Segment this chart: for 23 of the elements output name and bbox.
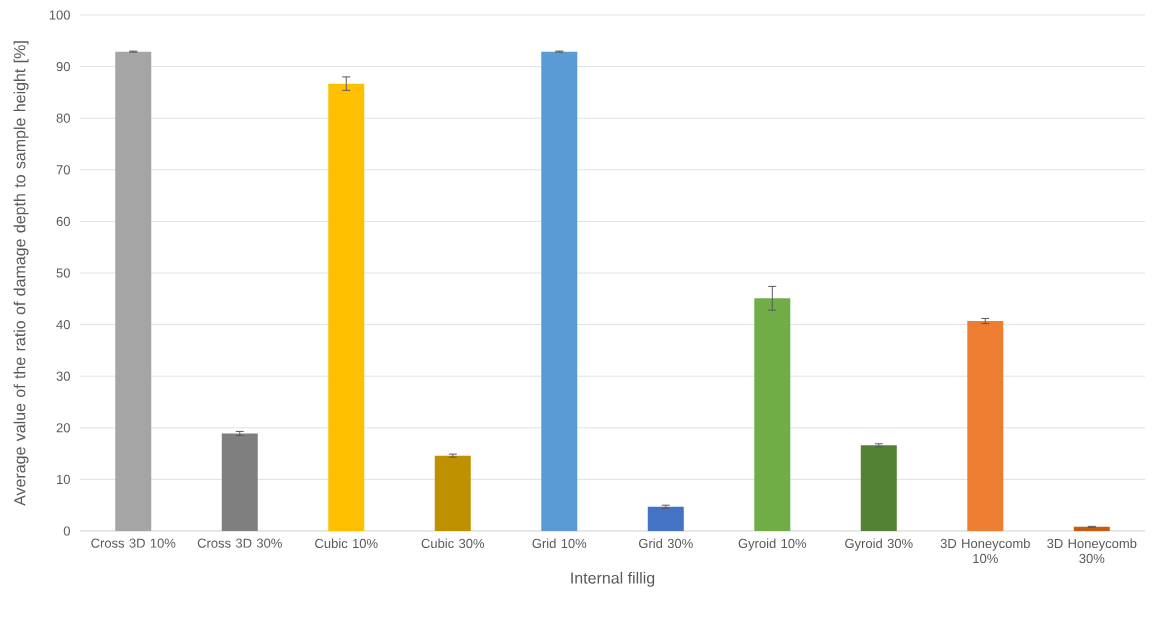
x-tick-label: Cross 3D 30% (197, 538, 282, 548)
y-tick-label: 70 (56, 165, 70, 175)
x-tick-label: Grid 10% (532, 538, 587, 549)
x-tick-label: Grid 30% (638, 538, 693, 549)
x-axis-title: Internal fillig (571, 571, 655, 587)
x-tick-label: Gyroid 30% (845, 538, 913, 551)
x-tick-label: Cubic 30% (421, 538, 485, 549)
y-tick-label: 50 (56, 268, 70, 278)
y-tick-label: 30 (56, 371, 70, 381)
y-tick-label: 100 (49, 10, 70, 20)
x-tick-label: Cross 3D 10% (91, 538, 176, 548)
x-tick-label: Cubic 10% (315, 538, 378, 549)
y-tick-label: 80 (56, 113, 70, 123)
y-tick-label: 20 (56, 423, 70, 433)
y-tick-label: 0 (63, 526, 70, 536)
y-tick-label: 40 (56, 319, 70, 330)
x-tick-label: Gyroid 10% (738, 538, 807, 551)
y-tick-label: 10 (57, 474, 70, 484)
y-tick-label: 60 (56, 216, 70, 226)
x-tick-label: 3D Honeycomb 30% (1047, 538, 1137, 564)
y-tick-label: 90 (56, 61, 70, 72)
y-axis-title: Average value of the ratio of damage depth to sample height [%] (13, 41, 29, 506)
x-tick-label: 3D Honeycomb 10% (940, 538, 1030, 564)
